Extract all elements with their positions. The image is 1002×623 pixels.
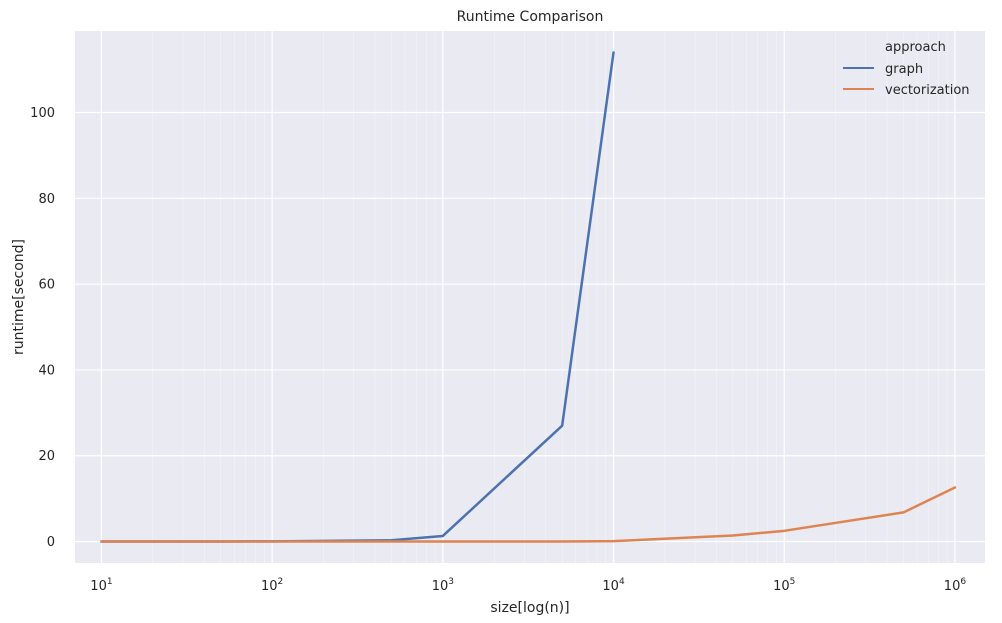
y-tick-label: 100 (30, 106, 55, 121)
series-lines (100, 51, 957, 543)
chart-title: Runtime Comparison (457, 9, 604, 25)
grid-lines (75, 31, 985, 563)
legend: approach graph vectorization (843, 40, 970, 98)
y-tick-label: 80 (38, 192, 55, 207)
y-tick-label: 0 (47, 535, 55, 550)
y-tick-label: 20 (38, 449, 55, 464)
y-tick-labels: 0 20 40 60 80 100 (30, 106, 55, 550)
x-tick-label: 103 (432, 577, 454, 594)
x-tick-labels: 101 102 103 104 105 106 (90, 577, 966, 594)
x-tick-label: 104 (602, 577, 625, 594)
legend-title: approach (885, 40, 946, 55)
y-axis-label: runtime[second] (11, 239, 27, 355)
legend-label-vectorization: vectorization (885, 83, 970, 98)
x-tick-label: 105 (773, 577, 795, 594)
x-axis-label: size[log(n)] (490, 600, 569, 616)
y-tick-label: 40 (38, 363, 55, 378)
x-tick-label: 102 (261, 577, 283, 594)
legend-label-graph: graph (885, 62, 923, 77)
series-line-vectorization (100, 486, 957, 543)
x-tick-label: 106 (944, 577, 967, 594)
y-tick-label: 60 (38, 278, 55, 293)
plot-area (75, 31, 985, 563)
x-tick-label: 101 (90, 577, 112, 594)
